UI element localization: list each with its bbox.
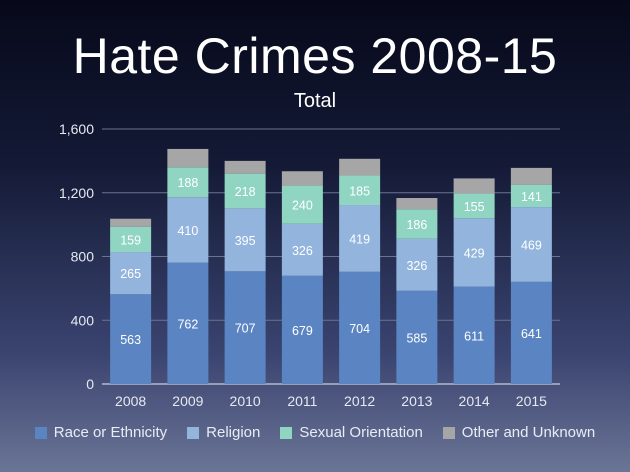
x-tick-label: 2014: [459, 393, 490, 409]
data-label: 240: [292, 199, 313, 213]
bar-segment: [110, 252, 152, 295]
data-label: 419: [349, 232, 370, 246]
data-label: 218: [235, 185, 256, 199]
bar-segment: [167, 167, 209, 198]
data-label: 186: [406, 218, 427, 232]
data-label: 265: [120, 267, 141, 281]
data-label: 395: [235, 234, 256, 248]
data-label: 611: [464, 329, 484, 343]
bar-segment: [110, 218, 152, 227]
bar-segment: [396, 238, 438, 291]
legend: Race or Ethnicity Religion Sexual Orient…: [0, 424, 630, 441]
legend-label-race: Race or Ethnicity: [53, 424, 168, 441]
bar-segment: [339, 158, 381, 176]
bar-segment: [281, 223, 323, 276]
chart-subtitle: Total: [293, 90, 337, 112]
bar-segment: [510, 167, 552, 185]
legend-label-religion: Religion: [206, 424, 261, 441]
bar-segment: [396, 209, 438, 239]
chart-title: Hate Crimes 2008-15: [72, 28, 558, 84]
data-label: 155: [464, 200, 485, 214]
legend-swatch-other: [442, 426, 455, 439]
data-label: 141: [521, 190, 542, 204]
x-tick-label: 2013: [401, 393, 432, 409]
bar-segment: [110, 294, 152, 384]
bar-segment: [224, 173, 266, 209]
bar-segment: [453, 193, 495, 219]
legend-item-sexual-orientation: Sexual Orientation: [280, 424, 423, 441]
bar-segment: [224, 160, 266, 174]
legend-swatch-religion: [187, 426, 200, 439]
data-label: 679: [292, 324, 313, 338]
data-label: 429: [464, 246, 485, 260]
bar-segment: [453, 178, 495, 194]
bar-segment: [396, 198, 438, 210]
bar-segment: [510, 281, 552, 384]
bar-segment: [281, 275, 323, 384]
data-label: 704: [349, 322, 370, 336]
legend-label-sexual-orientation: Sexual Orientation: [299, 424, 423, 441]
bar-segment: [281, 185, 323, 224]
bar-segment: [167, 197, 209, 263]
y-tick-label: 800: [71, 249, 95, 265]
y-tick-label: 0: [86, 376, 94, 392]
data-label: 410: [177, 224, 198, 238]
y-tick-label: 400: [71, 312, 95, 328]
bar-segment: [396, 290, 438, 384]
legend-item-other: Other and Unknown: [442, 424, 596, 441]
x-tick-label: 2011: [287, 393, 317, 409]
x-tick-label: 2012: [344, 393, 375, 409]
bar-segment: [281, 171, 323, 186]
data-label: 762: [177, 317, 198, 331]
legend-label-other: Other and Unknown: [461, 424, 596, 441]
data-label: 159: [120, 233, 141, 247]
x-tick-label: 2015: [516, 393, 547, 409]
legend-swatch-sexual-orientation: [280, 426, 293, 439]
data-label: 185: [349, 184, 370, 198]
x-tick-label: 2008: [115, 393, 146, 409]
data-label: 585: [406, 331, 427, 345]
x-tick-label: 2010: [230, 393, 261, 409]
bar-segment: [110, 226, 152, 253]
y-tick-label: 1,600: [59, 121, 94, 137]
data-label: 469: [521, 238, 542, 252]
bar-segment: [453, 218, 495, 287]
bar-segment: [339, 175, 381, 206]
data-label: 641: [521, 327, 542, 341]
legend-item-race: Race or Ethnicity: [34, 424, 168, 441]
data-label: 326: [406, 259, 427, 273]
data-label: 326: [292, 244, 313, 258]
y-tick-label: 1,200: [59, 185, 94, 201]
data-label: 188: [177, 176, 198, 190]
data-label: 707: [235, 322, 256, 336]
bar-segment: [167, 262, 209, 384]
data-label: 563: [120, 333, 141, 347]
bar-segment: [224, 271, 266, 384]
bar-segment: [510, 184, 552, 208]
bar-segment: [339, 205, 381, 272]
bar-segment: [224, 208, 266, 272]
bar-segment: [510, 207, 552, 282]
legend-item-religion: Religion: [187, 424, 260, 441]
x-tick-label: 2009: [172, 393, 203, 409]
legend-swatch-race: [34, 426, 47, 439]
bar-segment: [167, 148, 209, 168]
bar-segment: [339, 271, 381, 384]
bar-segment: [453, 286, 495, 384]
